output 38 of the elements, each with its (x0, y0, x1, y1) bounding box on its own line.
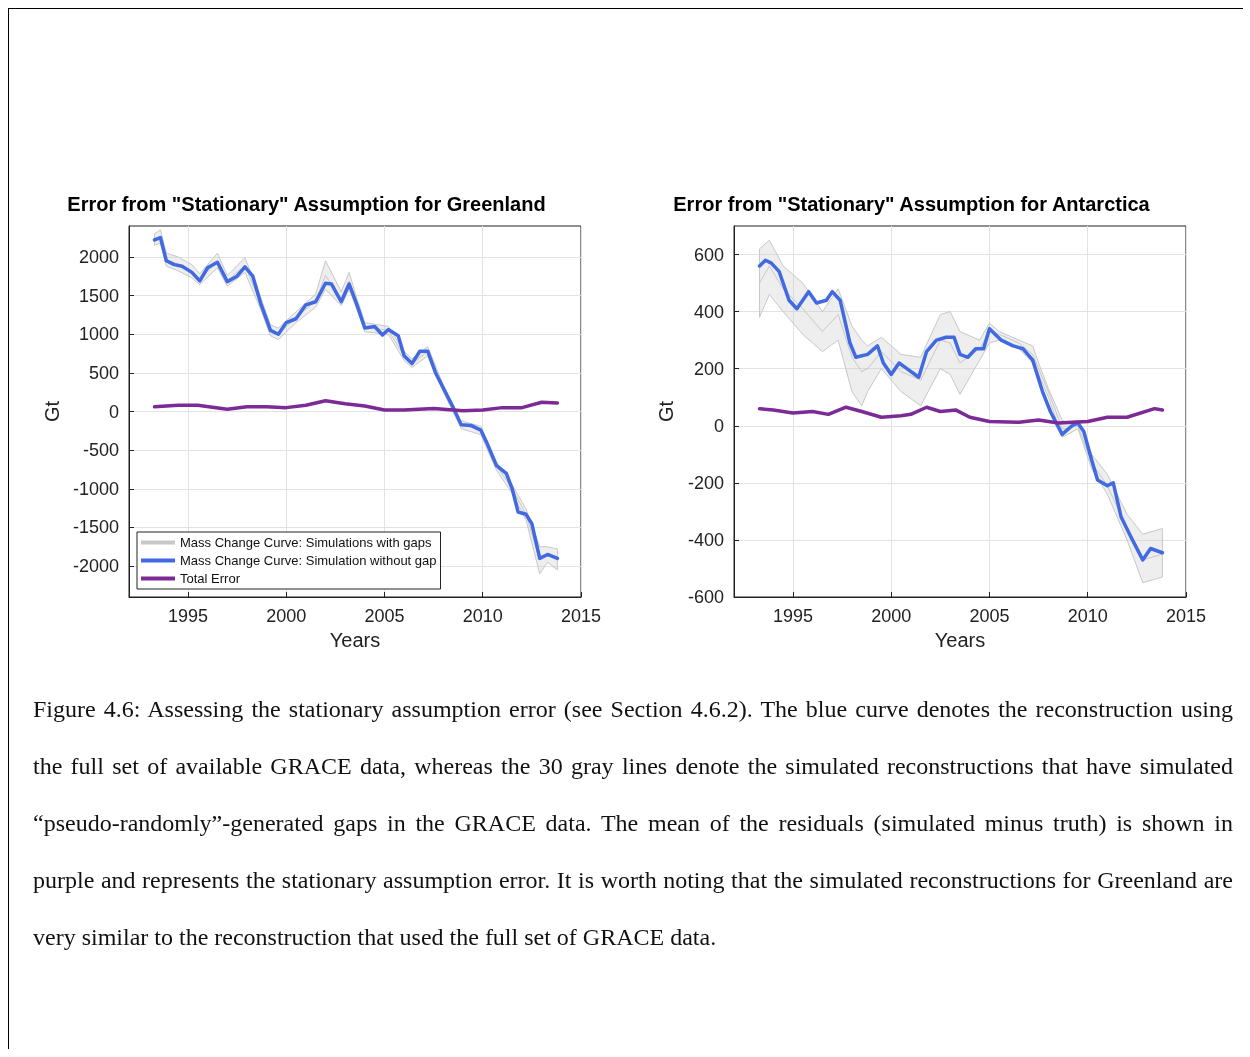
y-tick-label: 1500 (78, 285, 119, 306)
x-axis-title: Years (329, 628, 381, 651)
y-axis-title: Gt (41, 400, 64, 423)
line-series (152, 398, 560, 413)
x-tick-label: 2000 (266, 606, 307, 626)
line-series (757, 405, 1165, 425)
x-tick-label: 2015 (1165, 606, 1206, 626)
text: Figure 4.6: Assessing the stationary assumption error (see Section 4.6.2). The blue curve denotes the reconstruction using the full set of available GRACE data, whereas the 30 gray lines denote the simulated reconstructions that have simulated “pseudo-randomly”-generated gaps in the GRACE data. The mean of the residuals (simulated minus truth) is shown in purple and represents the stationary assumption error. It is worth noting that the simulated reconstructions for Greenland are very similar to the reconstruction that used the full set of GRACE data. (33, 696, 1233, 950)
x-tick-label: 2000 (871, 606, 912, 626)
y-tick-label: 0 (713, 415, 724, 436)
y-tick-label: 500 (88, 362, 119, 383)
y-tick-label: -1500 (72, 517, 119, 538)
y-tick-label: -200 (687, 472, 724, 493)
y-tick-label: -2000 (72, 556, 119, 577)
y-tick-label: 400 (693, 301, 724, 322)
legend-label: Mass Change Curve: Simulation without gap (180, 553, 437, 568)
y-tick-label: 2000 (78, 246, 119, 267)
x-tick-label: 2010 (462, 606, 503, 626)
x-tick-label: 1995 (772, 606, 813, 626)
legend-label: Total Error (180, 571, 241, 586)
x-tick-label: 2005 (969, 606, 1010, 626)
x-tick-label: 2015 (560, 606, 601, 626)
y-tick-label: 1000 (78, 324, 119, 345)
x-tick-label: 1995 (167, 606, 208, 626)
y-tick-label: -400 (687, 529, 724, 550)
x-tick-label: 2005 (364, 606, 405, 626)
y-tick-label: 200 (693, 358, 724, 379)
y-tick-label: -1000 (72, 478, 119, 499)
x-axis-title: Years (934, 628, 986, 651)
x-tick-label: 2010 (1067, 606, 1108, 626)
y-tick-label: 600 (693, 244, 724, 265)
y-tick-label: 0 (108, 401, 119, 422)
y-tick-label: -500 (82, 440, 119, 461)
chart-title: Error from "Stationary" Assumption for Antarctica (673, 193, 1151, 215)
y-tick-label: -600 (687, 587, 724, 607)
y-axis-title: Gt (655, 400, 677, 423)
legend-label: Mass Change Curve: Simulations with gaps (180, 535, 432, 550)
chart-title: Error from "Stationary" Assumption for Greenland (67, 193, 546, 215)
